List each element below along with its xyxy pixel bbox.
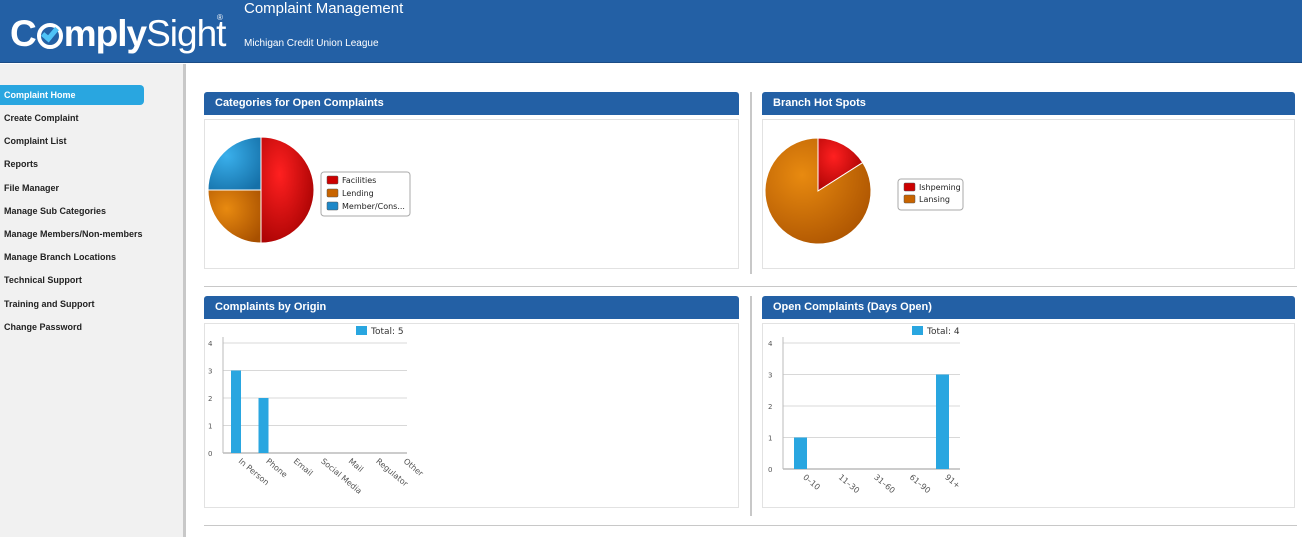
y-tick-label: 1 xyxy=(208,423,212,431)
bar-phone[interactable] xyxy=(258,398,269,453)
org-name: Michigan Credit Union League xyxy=(244,38,379,49)
complysight-logo[interactable]: C mplySight ® xyxy=(10,11,230,54)
sidebar-item-manage-members[interactable]: Manage Members/Non-members xyxy=(4,229,143,239)
sidebar-item-manage-sub-categories[interactable]: Manage Sub Categories xyxy=(4,206,107,216)
y-tick-label: 0 xyxy=(208,450,212,458)
checkmark-o-icon xyxy=(36,23,63,49)
bar-0-10[interactable] xyxy=(794,437,807,470)
x-tick-label-61-90: 61–90 xyxy=(908,473,932,496)
panel-body-categories: Facilities Lending Member/Cons... xyxy=(204,119,739,269)
sidebar-item-reports[interactable]: Reports xyxy=(4,159,39,169)
x-tick-label-other: Other xyxy=(402,457,426,479)
x-tick-label-0-10: 0–10 xyxy=(801,473,822,492)
sidebar-item-technical-support[interactable]: Technical Support xyxy=(4,275,82,285)
sidebar-item-file-manager[interactable]: File Manager xyxy=(4,183,60,193)
sidebar-item-complaint-home[interactable]: Complaint Home xyxy=(0,85,144,105)
categories-pie-chart: Facilities Lending Member/Cons... xyxy=(207,136,411,244)
panel-body-days-open: Total: 4 0 1 2 3 4 0–10 11–30 31–60 61–90 91+ xyxy=(762,323,1295,508)
legend-label-member-cons: Member/Cons... xyxy=(342,202,405,211)
x-tick-label-phone: Phone xyxy=(264,457,289,480)
y-tick-label: 2 xyxy=(768,403,772,411)
legend-label-lansing: Lansing xyxy=(919,195,950,204)
pie-slice-lending[interactable] xyxy=(207,189,262,244)
legend-swatch-lansing xyxy=(903,194,916,204)
legend-label-lending: Lending xyxy=(342,189,374,198)
legend-swatch-lending xyxy=(326,188,339,198)
sidebar-item-training-and-support[interactable]: Training and Support xyxy=(4,299,95,309)
sidebar: Complaint Home Create Complaint Complain… xyxy=(0,64,186,537)
y-tick-label: 1 xyxy=(768,435,772,443)
hotspots-pie-chart: Ishpeming Lansing xyxy=(764,137,964,245)
panel-body-hotspots: Ishpeming Lansing xyxy=(762,119,1295,269)
x-tick-label-11-30: 11–30 xyxy=(837,473,861,496)
column-divider xyxy=(750,92,752,274)
sidebar-item-complaint-list[interactable]: Complaint List xyxy=(4,136,67,146)
x-tick-label-91: 91+ xyxy=(943,473,962,491)
legend-swatch-ishpeming xyxy=(903,182,916,192)
y-tick-label: 3 xyxy=(768,372,772,380)
legend-label-total: Total: 5 xyxy=(370,327,404,337)
legend-swatch-total xyxy=(912,326,923,335)
panel-header-hotspots: Branch Hot Spots xyxy=(762,92,1295,115)
pie-slice-ishpeming[interactable] xyxy=(817,137,864,192)
registered-mark: ® xyxy=(217,13,223,22)
y-tick-label: 2 xyxy=(208,395,212,403)
panel-header-categories: Categories for Open Complaints xyxy=(204,92,739,115)
pie-slice-member-cons[interactable] xyxy=(207,136,262,191)
row-divider xyxy=(204,525,1297,526)
y-tick-label: 3 xyxy=(208,368,212,376)
pie-slice-facilities[interactable] xyxy=(260,136,315,244)
app-header: C mplySight ® Complaint Management Michi… xyxy=(0,0,1302,63)
y-tick-label: 0 xyxy=(768,466,772,474)
app-title: Complaint Management xyxy=(244,0,404,17)
column-divider xyxy=(750,296,752,516)
x-tick-label-mail: Mail xyxy=(347,457,365,474)
pie-slice-lansing[interactable] xyxy=(764,137,872,245)
panel-header-days-open: Open Complaints (Days Open) xyxy=(762,296,1295,319)
y-tick-label: 4 xyxy=(768,340,773,348)
legend-label-ishpeming: Ishpeming xyxy=(919,183,961,192)
sidebar-item-manage-branch-locations[interactable]: Manage Branch Locations xyxy=(4,252,117,262)
panel-header-origin: Complaints by Origin xyxy=(204,296,739,319)
bar-in-person[interactable] xyxy=(231,370,241,454)
legend-swatch-member-cons xyxy=(326,201,339,211)
days-open-bar-chart: Total: 4 0 1 2 3 4 0–10 11–30 31–60 61–90 91+ xyxy=(768,326,962,496)
legend-swatch-total xyxy=(356,326,367,335)
legend-label-facilities: Facilities xyxy=(342,176,376,185)
x-tick-label-email: Email xyxy=(292,457,315,478)
sidebar-item-create-complaint[interactable]: Create Complaint xyxy=(4,113,79,123)
row-divider xyxy=(204,286,1297,287)
panel-body-origin: Total: 5 0 1 2 3 4 In Person Phone Email Social M… xyxy=(204,323,739,508)
sidebar-item-change-password[interactable]: Change Password xyxy=(4,322,83,332)
legend-swatch-facilities xyxy=(326,175,339,185)
bar-91[interactable] xyxy=(936,374,949,470)
x-tick-label-31-60: 31–60 xyxy=(872,473,896,496)
legend-box xyxy=(320,171,411,217)
legend-label-total: Total: 4 xyxy=(926,327,960,337)
y-tick-label: 4 xyxy=(208,340,213,348)
logo-wordmark: C mplySight xyxy=(10,13,226,54)
